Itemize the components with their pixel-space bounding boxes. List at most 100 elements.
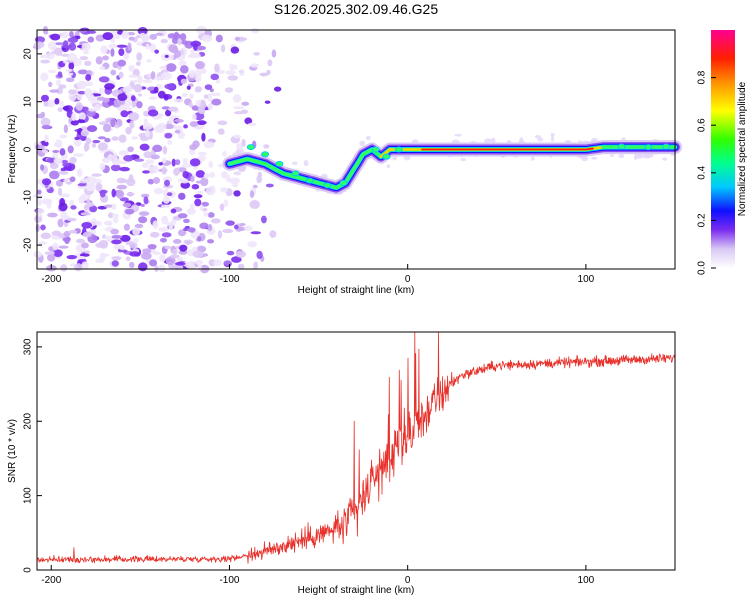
spectrogram-noise-blob: [148, 165, 160, 174]
spectrogram-noise-blob: [271, 49, 277, 58]
spectrogram-noise-blob: [225, 220, 235, 226]
spectrogram-noise-blob: [56, 79, 62, 87]
spectrogram-noise-blob: [80, 212, 91, 216]
spectrogram-noise-blob: [57, 187, 63, 196]
spectrogram-noise-blob: [198, 154, 207, 162]
spectrogram-noise-blob: [91, 173, 102, 177]
spectrogram-noise-blob: [70, 205, 77, 210]
spectrogram-ridge-spot: [323, 182, 332, 189]
colorbar-gradient: [711, 30, 735, 268]
spectrogram-noise-blob: [168, 44, 178, 53]
spectrogram-noise-blob: [92, 139, 101, 144]
spectrogram-noise-blob: [264, 100, 271, 104]
spectrogram-noise-blob: [88, 96, 95, 102]
spectrogram-noise-blob: [153, 251, 162, 256]
spectrogram-noise-blob: [491, 137, 496, 144]
spectrogram-noise-blob: [168, 106, 179, 112]
spectrogram-noise-blob: [167, 33, 177, 39]
spectrogram-noise-blob: [69, 31, 74, 38]
spectrogram-noise-blob: [77, 183, 86, 187]
spectrogram-noise-blob: [57, 71, 63, 78]
spectrogram-noise-blob: [263, 144, 270, 149]
spectrogram-noise-blob: [125, 126, 132, 135]
spectrogram-noise-blob: [62, 106, 70, 111]
spectrogram-noise-blob: [662, 157, 668, 161]
spectrogram-noise-blob: [207, 239, 215, 244]
spectrogram-noise-blob: [99, 162, 106, 171]
spectrogram-noise-blob: [179, 244, 188, 252]
spectrogram-noise-blob: [239, 222, 246, 227]
spectrogram-noise-blob: [47, 69, 57, 74]
colorbar-tick-label: 0.8: [697, 70, 708, 84]
spectrogram-noise-blob: [110, 164, 121, 172]
spectrogram-noise-blob: [171, 158, 176, 167]
spectrogram-noise-blob: [365, 135, 371, 141]
snr-x-tick-label: 0: [405, 575, 411, 586]
snr-x-tick-label: -200: [41, 575, 61, 586]
spectrogram-noise-blob: [87, 233, 92, 237]
spectrogram-noise-blob: [140, 204, 145, 208]
spectrogram-noise-blob: [116, 184, 128, 190]
spectrogram-noise-blob: [182, 170, 190, 179]
spectrogram-noise-blob: [40, 117, 51, 127]
spectrogram-noise-blob: [265, 183, 274, 188]
spectrogram-noise-blob: [59, 148, 66, 156]
spectrogram-noise-blob: [181, 92, 188, 97]
spectrogram-noise-blob: [194, 198, 202, 207]
spectrogram-noise-blob: [104, 83, 115, 90]
spectrogram-noise-blob: [50, 33, 61, 41]
spectrogram-noise-blob: [197, 151, 208, 156]
spectrogram-noise-blob: [142, 122, 153, 130]
spectrogram-noise-blob: [197, 105, 205, 115]
spectrogram-noise-blob: [130, 95, 136, 102]
spectrogram-noise-blob: [235, 149, 243, 155]
spectrogram-noise-blob: [69, 176, 76, 183]
colorbar-tick-label: 0.4: [697, 165, 708, 179]
spectrogram-noise-blob: [111, 239, 122, 245]
spectrogram-noise-blob: [146, 58, 152, 63]
snr-y-label: SNR (10 * v/v): [7, 419, 18, 483]
spectrogram-noise-blob: [111, 158, 122, 166]
snr-frame: [36, 331, 676, 571]
spectrogram-noise-blob: [136, 52, 143, 61]
spectrogram-noise-blob: [226, 250, 235, 256]
spectrogram-noise-blob: [165, 256, 176, 266]
spectrogram-noise-blob: [97, 136, 106, 140]
spectrogram-noise-blob: [47, 212, 58, 218]
spectrogram-noise-blob: [117, 93, 128, 101]
spectrogram-noise-blob: [187, 54, 196, 58]
spectrogram-noise-blob: [550, 135, 555, 142]
spectrogram-noise-blob: [160, 204, 171, 208]
spectrogram-noise-blob: [581, 156, 589, 162]
spectrogram-noise-blob: [260, 215, 267, 224]
spectrogram-noise-blob: [233, 190, 241, 197]
spectrogram-noise-blob: [111, 188, 116, 198]
spectrogram-noise-blob: [121, 249, 128, 253]
spectrogram-noise-blob: [200, 68, 207, 75]
spectrogram-noise-blob: [155, 32, 164, 36]
spectrogram-noise-blob: [207, 212, 215, 218]
spectrogram-noise-blob: [194, 73, 202, 83]
spectrogram-noise-blob: [152, 144, 163, 153]
spectrogram-noise-blob: [190, 49, 195, 55]
spectrogram-noise-blob: [359, 140, 366, 147]
spectrogram-noise-blob: [77, 255, 87, 260]
spectrogram-noise-blob: [106, 220, 113, 226]
spectrogram-ridge-spot: [644, 144, 653, 151]
spectrogram-noise-blob: [119, 166, 130, 172]
spectrogram-noise-blob: [118, 245, 126, 250]
spectrogram-noise-blob: [550, 133, 555, 137]
spectrogram-noise-blob: [54, 42, 65, 46]
spectrogram-noise-blob: [180, 65, 189, 74]
spectrogram-noise-blob: [185, 265, 197, 269]
spectrogram-ridge-spot: [382, 153, 391, 160]
spectrogram-noise-blob: [121, 31, 130, 39]
spectrogram-noise-blob: [102, 55, 109, 61]
spectrogram-noise-blob: [460, 157, 467, 162]
spectrogram-noise-blob: [171, 248, 178, 255]
spectrogram-noise-blob: [231, 256, 242, 263]
spectrogram-noise-blob: [111, 213, 120, 218]
spectrogram-noise-blob: [102, 123, 112, 133]
spectrogram-noise-blob: [173, 118, 184, 123]
